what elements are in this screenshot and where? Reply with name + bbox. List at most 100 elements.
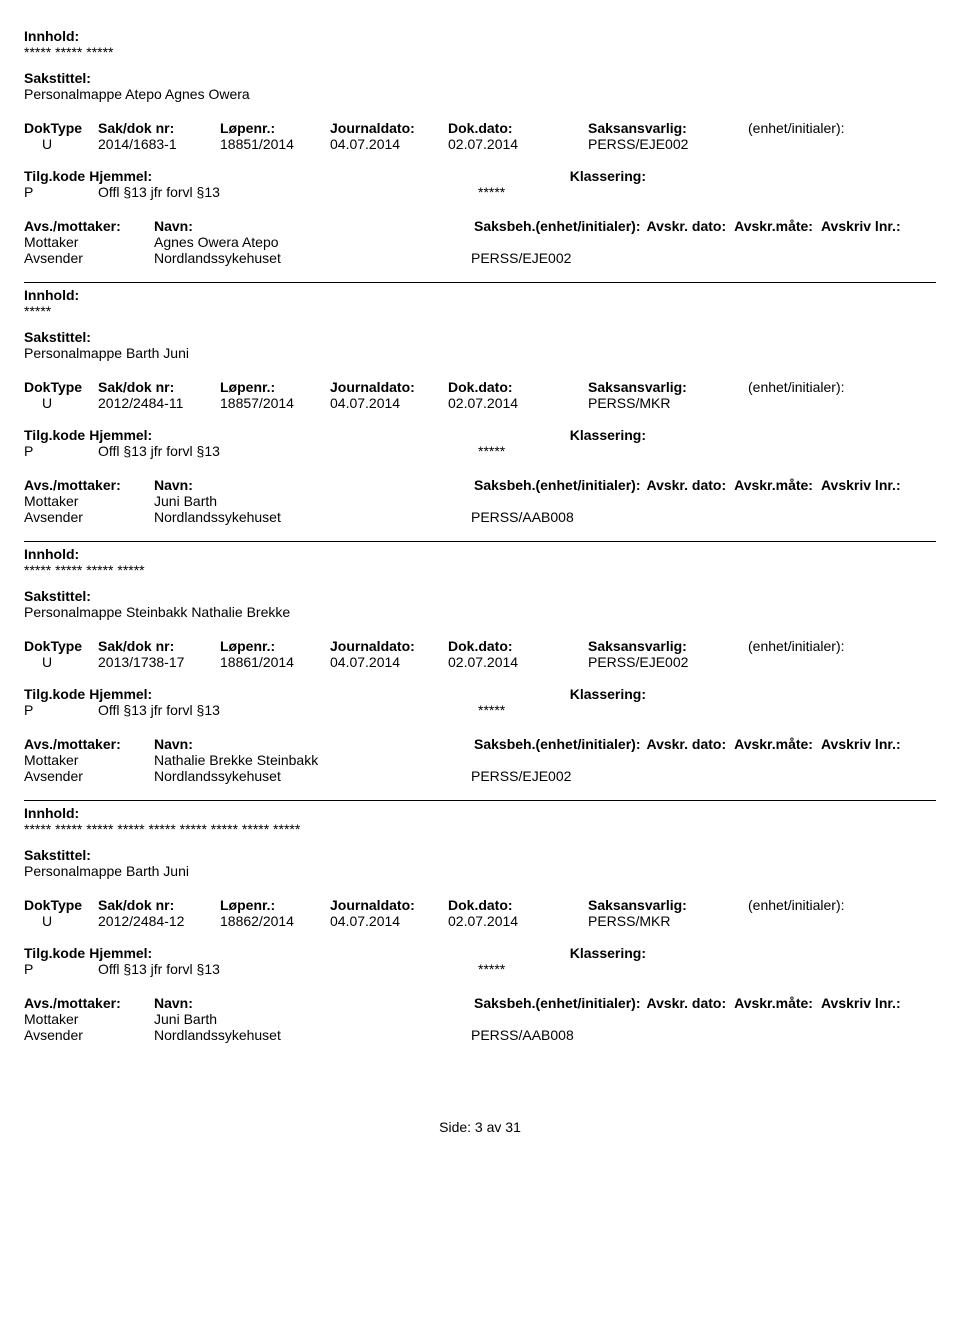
dokdato-label: Dok.dato: <box>448 897 588 913</box>
journal-entry: Innhold: ***** ***** ***** Sakstittel: P… <box>24 24 936 282</box>
avsender-code: PERSS/EJE002 <box>471 250 571 266</box>
innhold-value: ***** ***** ***** ***** ***** ***** ****… <box>24 821 936 837</box>
journaldato-label: Journaldato: <box>330 638 448 654</box>
dokdato-value: 02.07.2014 <box>448 395 588 411</box>
mottaker-name: Juni Barth <box>154 493 471 509</box>
lopenr-value: 18857/2014 <box>220 395 330 411</box>
hjemmel-value: Offl §13 jfr forvl §13 <box>98 961 478 977</box>
doktype-value: U <box>24 913 98 929</box>
mottaker-name: Nathalie Brekke Steinbakk <box>154 752 471 768</box>
avsmottaker-label: Avs./mottaker: <box>24 477 154 493</box>
innhold-label: Innhold: <box>24 546 936 562</box>
lopenr-value: 18851/2014 <box>220 136 330 152</box>
saksansvarlig-label: Saksansvarlig: <box>588 897 748 913</box>
sakstittel-label: Sakstittel: <box>24 70 936 86</box>
saksbeh-label: Saksbeh.(enhet/initialer): <box>474 995 640 1011</box>
saknr-label: Sak/dok nr: <box>98 379 220 395</box>
lopenr-label: Løpenr.: <box>220 120 330 136</box>
saksansvarlig-label: Saksansvarlig: <box>588 638 748 654</box>
mottaker-name: Agnes Owera Atepo <box>154 234 471 250</box>
doktype-value: U <box>24 395 98 411</box>
saksansvarlig-value: PERSS/MKR <box>588 913 748 929</box>
klassering-label: Klassering: <box>570 168 646 184</box>
enhet-label: (enhet/initialer): <box>748 897 936 913</box>
avsender-label: Avsender <box>24 768 154 784</box>
avsender-name: Nordlandssykehuset <box>154 509 471 525</box>
avskrmate-label: Avskr.måte: <box>734 477 813 493</box>
klassering-value: ***** <box>478 443 505 459</box>
tilgkode-value: P <box>24 961 98 977</box>
hjemmel-label: Hjemmel: <box>89 945 152 961</box>
klassering-value: ***** <box>478 702 505 718</box>
saknr-label: Sak/dok nr: <box>98 897 220 913</box>
klassering-value: ***** <box>478 184 505 200</box>
avskrmate-label: Avskr.måte: <box>734 736 813 752</box>
avsender-code: PERSS/AAB008 <box>471 1027 574 1043</box>
sakstittel-value: Personalmappe Atepo Agnes Owera <box>24 86 936 102</box>
innhold-value: ***** <box>24 303 936 319</box>
journaldato-value: 04.07.2014 <box>330 395 448 411</box>
doktype-label: DokType <box>24 638 98 654</box>
hjemmel-value: Offl §13 jfr forvl §13 <box>98 443 478 459</box>
tilgkode-value: P <box>24 184 98 200</box>
avskrmate-label: Avskr.måte: <box>734 995 813 1011</box>
sakstittel-label: Sakstittel: <box>24 329 936 345</box>
avsender-name: Nordlandssykehuset <box>154 250 471 266</box>
hjemmel-value: Offl §13 jfr forvl §13 <box>98 702 478 718</box>
avskrdato-label: Avskr. dato: <box>646 477 726 493</box>
klassering-value: ***** <box>478 961 505 977</box>
mottaker-label: Mottaker <box>24 752 154 768</box>
sakstittel-label: Sakstittel: <box>24 588 936 604</box>
avskrivlnr-label: Avskriv lnr.: <box>821 477 901 493</box>
klassering-label: Klassering: <box>570 427 646 443</box>
navn-label: Navn: <box>154 995 474 1011</box>
hjemmel-label: Hjemmel: <box>89 686 152 702</box>
saknr-label: Sak/dok nr: <box>98 638 220 654</box>
lopenr-label: Løpenr.: <box>220 379 330 395</box>
tilgkode-label: Tilg.kode <box>24 427 85 443</box>
avskrivlnr-label: Avskriv lnr.: <box>821 995 901 1011</box>
avskrdato-label: Avskr. dato: <box>646 995 726 1011</box>
mottaker-label: Mottaker <box>24 493 154 509</box>
klassering-label: Klassering: <box>570 686 646 702</box>
lopenr-label: Løpenr.: <box>220 897 330 913</box>
innhold-value: ***** ***** ***** <box>24 44 936 60</box>
journaldato-value: 04.07.2014 <box>330 136 448 152</box>
avsender-code: PERSS/EJE002 <box>471 768 571 784</box>
sakstittel-value: Personalmappe Barth Juni <box>24 863 936 879</box>
saksansvarlig-label: Saksansvarlig: <box>588 120 748 136</box>
dokdato-label: Dok.dato: <box>448 120 588 136</box>
doktype-value: U <box>24 136 98 152</box>
journal-entry: Innhold: ***** ***** ***** ***** Sakstit… <box>24 542 936 800</box>
doktype-label: DokType <box>24 897 98 913</box>
avsmottaker-label: Avs./mottaker: <box>24 995 154 1011</box>
klassering-label: Klassering: <box>570 945 646 961</box>
avsmottaker-label: Avs./mottaker: <box>24 218 154 234</box>
avsender-label: Avsender <box>24 509 154 525</box>
avskrmate-label: Avskr.måte: <box>734 218 813 234</box>
saksbeh-label: Saksbeh.(enhet/initialer): <box>474 218 640 234</box>
hjemmel-label: Hjemmel: <box>89 427 152 443</box>
sakstittel-label: Sakstittel: <box>24 847 936 863</box>
saknr-label: Sak/dok nr: <box>98 120 220 136</box>
avsender-name: Nordlandssykehuset <box>154 768 471 784</box>
avsender-name: Nordlandssykehuset <box>154 1027 471 1043</box>
doktype-label: DokType <box>24 379 98 395</box>
dokdato-value: 02.07.2014 <box>448 913 588 929</box>
journaldato-value: 04.07.2014 <box>330 654 448 670</box>
tilgkode-label: Tilg.kode <box>24 945 85 961</box>
avsmottaker-label: Avs./mottaker: <box>24 736 154 752</box>
innhold-label: Innhold: <box>24 805 936 821</box>
journaldato-label: Journaldato: <box>330 379 448 395</box>
lopenr-label: Løpenr.: <box>220 638 330 654</box>
tilgkode-value: P <box>24 702 98 718</box>
tilgkode-value: P <box>24 443 98 459</box>
lopenr-value: 18861/2014 <box>220 654 330 670</box>
sakstittel-value: Personalmappe Barth Juni <box>24 345 936 361</box>
tilgkode-label: Tilg.kode <box>24 686 85 702</box>
dokdato-label: Dok.dato: <box>448 379 588 395</box>
navn-label: Navn: <box>154 218 474 234</box>
dokdato-value: 02.07.2014 <box>448 654 588 670</box>
journaldato-label: Journaldato: <box>330 897 448 913</box>
journal-entry: Innhold: ***** Sakstittel: Personalmappe… <box>24 283 936 541</box>
